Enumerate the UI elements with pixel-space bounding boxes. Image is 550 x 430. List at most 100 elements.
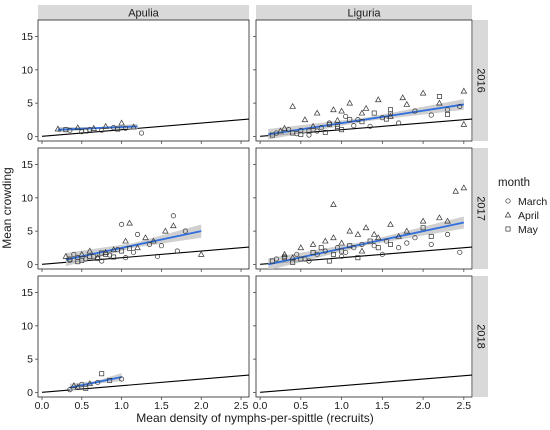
data-point-april — [444, 217, 451, 224]
data-point-march — [318, 125, 324, 131]
legend-title: month — [498, 177, 530, 189]
data-point-march — [428, 241, 434, 247]
legend-item-may: May — [505, 224, 539, 236]
y-axis-title: Mean crowding — [0, 167, 14, 248]
row-label-2017: 2017 — [475, 196, 487, 220]
y-tick-label: 5 — [27, 226, 33, 238]
data-point-march — [119, 221, 125, 228]
regression-line — [65, 230, 202, 261]
data-point-april — [70, 382, 78, 389]
data-point-april — [403, 100, 411, 107]
data-point-april — [162, 227, 169, 234]
data-point-may — [269, 258, 275, 264]
data-point-april — [334, 116, 341, 123]
data-point-may — [371, 110, 377, 116]
y-tick-label: 10 — [21, 320, 33, 332]
data-point-may — [375, 245, 381, 251]
data-point-april — [346, 99, 354, 106]
data-point-march — [334, 245, 341, 251]
data-point-may — [359, 119, 365, 125]
data-point-april — [102, 122, 109, 129]
data-point-may — [367, 238, 373, 244]
data-point-april — [150, 237, 157, 244]
y-tick-label: 0 — [27, 259, 33, 271]
legend-key-triangle — [504, 211, 512, 218]
data-point-april — [358, 247, 366, 254]
data-point-may — [127, 245, 133, 251]
x-tick-label: 1.5 — [375, 400, 390, 412]
data-point-april — [395, 232, 402, 239]
panel-plot-area — [260, 87, 472, 140]
legend-items: March April May — [504, 196, 547, 236]
y-tick-label: 5 — [27, 354, 33, 366]
data-point-april — [118, 119, 125, 126]
data-point-may — [322, 129, 328, 135]
data-point-march — [146, 241, 153, 247]
data-point-march — [286, 127, 292, 133]
data-point-march — [138, 130, 145, 136]
data-point-april — [362, 224, 370, 231]
data-point-march — [412, 235, 418, 241]
data-point-may — [95, 255, 101, 261]
y-tick-label: 15 — [21, 159, 33, 171]
x-tick-label: 0.0 — [253, 400, 268, 412]
data-point-march — [367, 123, 373, 129]
data-point-april — [460, 87, 468, 94]
data-point-may — [63, 127, 69, 133]
data-point-may — [326, 258, 332, 264]
data-point-march — [67, 387, 73, 393]
data-point-april — [54, 125, 62, 132]
data-point-april — [330, 106, 337, 113]
data-point-march — [95, 379, 101, 385]
row-strip-2016: 2016 — [473, 20, 488, 141]
data-point-march — [343, 113, 349, 119]
y-tick-label: 15 — [21, 31, 33, 43]
data-point-april — [330, 200, 337, 207]
panel-apulia-2017 — [35, 147, 250, 272]
data-point-may — [318, 245, 324, 251]
data-point-march — [412, 108, 418, 114]
legend-label: May — [518, 224, 539, 236]
data-point-march — [444, 107, 451, 113]
data-point-april — [403, 227, 411, 234]
data-point-march — [123, 125, 129, 131]
data-point-march — [182, 228, 188, 234]
data-point-april — [170, 222, 177, 229]
data-point-may — [298, 131, 304, 137]
data-point-april — [354, 230, 362, 237]
data-point-march — [99, 127, 105, 133]
data-point-april — [330, 234, 337, 241]
column-strip-liguria: Liguria — [256, 5, 472, 20]
data-point-may — [355, 255, 361, 261]
y-tick-labels: 0 5 10 15 0 5 10 15 0 5 10 15 — [21, 31, 33, 399]
data-point-march — [71, 251, 77, 257]
data-point-april — [387, 220, 394, 227]
data-point-april — [301, 116, 309, 123]
data-point-may — [75, 259, 81, 265]
data-point-april — [289, 102, 296, 109]
panel-plot-area — [41, 371, 249, 393]
column-label-liguria: Liguria — [347, 8, 381, 20]
data-point-may — [428, 233, 434, 239]
panel-apulia-2018 — [35, 275, 250, 400]
data-point-may — [347, 243, 353, 249]
data-point-april — [309, 240, 317, 247]
data-point-march — [396, 245, 402, 251]
reference-line — [41, 118, 249, 137]
data-point-march — [428, 112, 434, 118]
data-point-may — [388, 241, 393, 247]
data-point-may — [87, 253, 93, 259]
data-point-may — [111, 254, 117, 260]
data-point-april — [94, 254, 102, 261]
panel-liguria-2016 — [253, 19, 473, 144]
legend-label: April — [518, 210, 539, 222]
data-point-march — [99, 258, 105, 264]
data-point-march — [457, 103, 463, 109]
x-tick-label: 0.5 — [294, 400, 309, 412]
panel-liguria-2018 — [253, 275, 473, 400]
data-point-march — [322, 248, 328, 254]
data-point-april — [362, 104, 370, 111]
data-point-may — [339, 127, 345, 133]
y-tick-label: 0 — [27, 131, 33, 143]
data-point-may — [326, 121, 332, 127]
